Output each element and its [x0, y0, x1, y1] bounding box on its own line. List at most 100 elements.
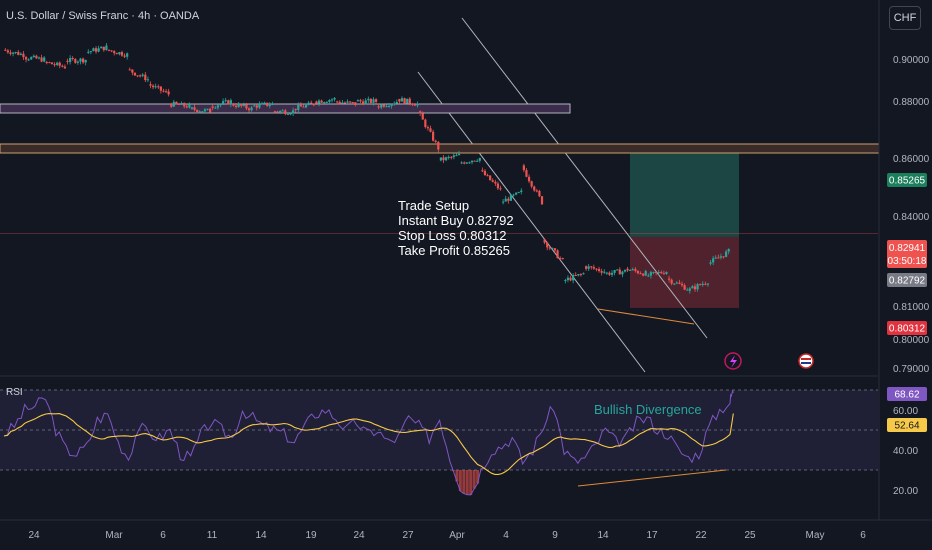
rsi-ma-line — [3, 413, 734, 475]
candle-body — [457, 153, 461, 156]
candle-body — [390, 104, 393, 106]
candle-body — [328, 100, 331, 102]
time-axis[interactable]: 24 Mar 6 11 14 19 24 27 Apr 4 9 14 17 22 25 May 6 — [0, 519, 932, 541]
candle-body — [517, 192, 520, 194]
candle-body — [496, 183, 500, 189]
candle-body — [514, 192, 518, 195]
badge-stop: 0.80312 — [889, 324, 926, 335]
candle-body — [268, 105, 271, 107]
candle-body — [183, 102, 186, 107]
candle-body — [35, 55, 38, 59]
rsi-label[interactable]: RSI — [6, 387, 23, 398]
candle-body — [696, 284, 699, 290]
candle-body — [600, 271, 603, 273]
badge-rsi-ma: 52.64 — [894, 421, 919, 432]
descending-channel[interactable] — [417, 17, 708, 373]
rsi-tick-label: 60.00 — [893, 406, 918, 417]
trade-setup-note[interactable]: Trade Setup Instant Buy 0.82792 Stop Los… — [398, 198, 514, 258]
candle-body — [107, 49, 111, 51]
candle-body — [587, 266, 590, 269]
candle-body — [40, 57, 43, 62]
candle-body — [489, 175, 492, 181]
price-axis[interactable]: 0.90000 0.88000 0.86000 0.84000 0.81000 0.800… — [878, 0, 930, 520]
candle-body — [180, 102, 183, 105]
candle-body — [84, 59, 87, 63]
candle-body — [499, 188, 502, 190]
symbol-title[interactable]: U.S. Dollar / Swiss Franc · 4h · OANDA — [6, 10, 200, 22]
candle-body — [522, 165, 525, 171]
candle-body — [556, 250, 559, 259]
candle-body — [455, 155, 458, 157]
candle-body — [644, 271, 647, 276]
currency-button[interactable]: CHF — [889, 6, 921, 30]
candle-body — [92, 48, 95, 52]
candle-body — [393, 103, 396, 105]
candle-body — [276, 111, 279, 113]
badge-countdown: 03:50:18 — [888, 256, 927, 267]
candle-body — [380, 104, 383, 108]
badge-rsi-bg — [887, 387, 927, 401]
candle-body — [642, 273, 645, 276]
candle-body — [304, 105, 308, 108]
candle-body — [30, 57, 33, 60]
take-profit-text: Take Profit 0.85265 — [398, 243, 511, 258]
time-tick-label: Mar — [105, 530, 123, 541]
candle-body — [559, 258, 562, 260]
candle-body — [216, 105, 220, 108]
candle-body — [473, 160, 476, 162]
candle-body — [706, 283, 710, 285]
support-resistance-boxes[interactable] — [0, 103, 880, 154]
candle-body — [330, 99, 334, 101]
candle-body — [209, 108, 212, 113]
candle-body — [115, 53, 118, 55]
bullish-divergence-label[interactable]: Bullish Divergence — [594, 402, 702, 417]
event-icons[interactable] — [724, 352, 814, 370]
candle-body — [170, 103, 173, 107]
rsi-tick-label: 40.00 — [893, 446, 918, 457]
candle-body — [79, 58, 82, 62]
candle-body — [224, 100, 227, 102]
badge-stop-bg — [887, 321, 927, 335]
candle-body — [561, 258, 564, 260]
candle-body — [341, 102, 344, 104]
candle-body — [429, 128, 432, 132]
candle-body — [481, 170, 484, 172]
candle-body — [4, 49, 7, 51]
candle-body — [32, 55, 35, 58]
candle-body — [97, 48, 100, 52]
candle-body — [292, 110, 295, 114]
badge-entry-bg — [887, 273, 927, 287]
candle-body — [540, 196, 544, 205]
candle-body — [149, 84, 152, 86]
candle-body — [634, 269, 637, 271]
candle-body — [548, 247, 551, 249]
candle-body — [175, 101, 178, 104]
candle-body — [307, 102, 310, 106]
time-tick-label: 17 — [646, 530, 658, 541]
candle-body — [621, 271, 624, 275]
candle-body — [577, 274, 580, 276]
candle-body — [255, 105, 258, 108]
candle-body — [81, 58, 85, 63]
candle-body — [258, 104, 261, 108]
time-tick-label: 24 — [353, 530, 365, 541]
candle-body — [286, 113, 290, 115]
candle-body — [613, 270, 616, 273]
take-profit-zone — [630, 152, 739, 237]
candle-body — [211, 106, 214, 108]
candle-body — [520, 190, 523, 193]
candle-body — [232, 103, 235, 106]
candle-body — [237, 104, 240, 107]
candle-body — [343, 102, 347, 104]
candle-body — [167, 91, 170, 95]
candle-body — [310, 102, 313, 104]
candle-body — [297, 104, 300, 110]
time-tick-label: 14 — [255, 530, 267, 541]
candle-body — [188, 104, 191, 108]
candle-body — [221, 101, 225, 104]
candle-body — [369, 98, 372, 103]
candle-body — [701, 283, 704, 285]
candle-body — [610, 272, 614, 275]
flag-stripe-icon — [801, 362, 811, 364]
